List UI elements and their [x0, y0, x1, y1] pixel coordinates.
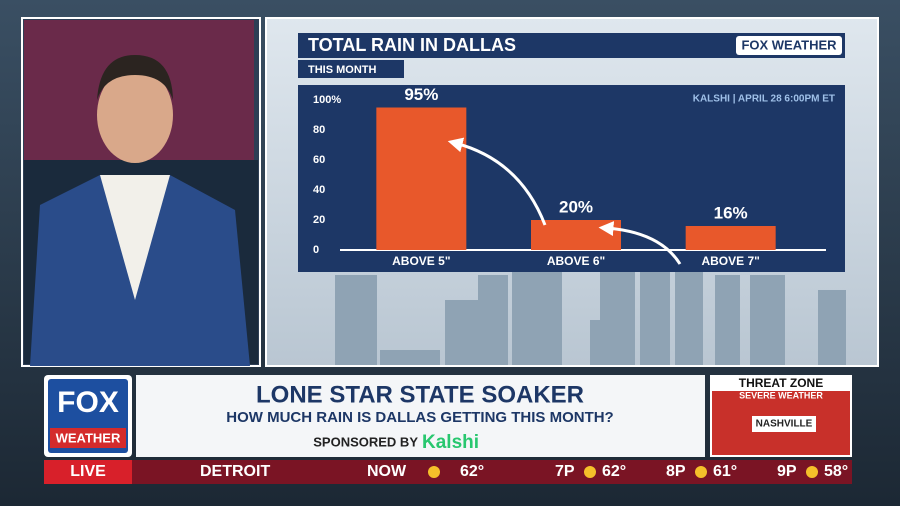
banner: [136, 375, 705, 457]
logo-top: FOX: [57, 386, 119, 419]
forecast-time: 7P: [555, 463, 575, 480]
brand-box: [736, 36, 842, 55]
city-box: [752, 416, 816, 432]
now: NOW: [367, 463, 407, 480]
value-label: 20%: [559, 197, 593, 216]
x-tick-label: ABOVE 5": [392, 254, 450, 268]
sponsor: SPONSORED BY: [313, 434, 418, 449]
brand: FOX WEATHER: [741, 37, 837, 52]
source: KALSHI | APRIL 28 6:00PM ET: [693, 94, 835, 105]
threat-city: NASHVILLE: [756, 419, 813, 430]
logo-strip: [50, 428, 126, 448]
now-temp: 62°: [460, 463, 484, 480]
arrow: [447, 137, 547, 226]
threat-title: THREAT ZONE: [739, 376, 823, 390]
logo-bottom: WEATHER: [56, 430, 121, 445]
chart-subtitle: THIS MONTH: [308, 64, 376, 76]
y-tick-label: 20: [313, 214, 325, 226]
forecast-time: 9P: [777, 463, 797, 480]
y-tick-label: 0: [313, 244, 319, 256]
subtitle-bar: [298, 60, 404, 78]
bar: [376, 107, 467, 250]
forecast-time: 8P: [666, 463, 686, 480]
weather-icon: [584, 466, 596, 478]
headline: LONE STAR STATE SOAKER: [256, 381, 584, 408]
live: LIVE: [70, 463, 106, 480]
sponsor-name: Kalshi: [422, 432, 479, 453]
weather-icon: [806, 466, 818, 478]
x-tick-label: ABOVE 6": [547, 254, 605, 268]
forecast-temp: 62°: [602, 463, 626, 480]
weather-icon: [695, 466, 707, 478]
value-label: 95%: [404, 85, 438, 104]
forecast-temp: 58°: [824, 463, 848, 480]
live-box: [44, 460, 132, 484]
ticker-city: DETROIT: [200, 463, 270, 480]
y-tick-label: 100%: [313, 94, 341, 106]
y-tick-label: 60: [313, 154, 325, 166]
video-panel: [21, 17, 261, 367]
y-tick-label: 40: [313, 184, 325, 196]
threat-subtitle: SEVERE WEATHER: [739, 390, 823, 400]
value-label: 16%: [714, 203, 748, 222]
skyline: [335, 272, 846, 365]
bar: [685, 226, 776, 250]
arrow: [598, 221, 682, 265]
forecast-temp: 61°: [713, 463, 737, 480]
x-tick-label: ABOVE 7": [701, 254, 759, 268]
y-tick-label: 80: [313, 124, 325, 136]
ticker: [44, 460, 852, 484]
weather-icon: [428, 466, 440, 478]
subhead: HOW MUCH RAIN IS DALLAS GETTING THIS MON…: [226, 409, 613, 426]
chart-title: TOTAL RAIN IN DALLAS: [308, 35, 516, 55]
